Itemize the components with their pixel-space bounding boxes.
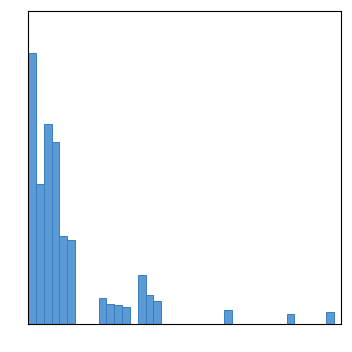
Bar (224, 310, 232, 324)
Bar (99, 298, 106, 324)
Bar (44, 125, 52, 324)
Bar (138, 275, 146, 324)
Bar (114, 305, 122, 324)
Bar (287, 314, 295, 324)
Bar (28, 53, 36, 324)
Bar (122, 307, 130, 324)
Bar (67, 240, 75, 324)
Bar (106, 304, 114, 324)
Bar (326, 313, 334, 324)
Bar (153, 301, 161, 324)
Bar (146, 295, 153, 324)
Bar (36, 184, 44, 324)
Bar (59, 235, 67, 324)
Bar (52, 142, 59, 324)
